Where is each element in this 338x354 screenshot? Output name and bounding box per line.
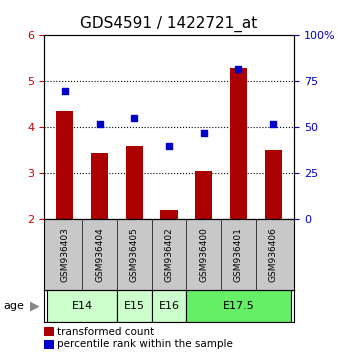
Bar [56, 111, 73, 219]
Point [201, 130, 207, 136]
Point [97, 121, 102, 127]
Text: GSM936405: GSM936405 [130, 227, 139, 282]
Bar [160, 210, 178, 219]
Text: GSM936406: GSM936406 [269, 227, 278, 282]
Bar [91, 153, 108, 219]
Text: E16: E16 [159, 301, 179, 311]
Text: E15: E15 [124, 301, 145, 311]
Text: age: age [3, 301, 24, 311]
Text: GSM936401: GSM936401 [234, 227, 243, 282]
Point [270, 121, 276, 127]
Text: GSM936400: GSM936400 [199, 227, 208, 282]
Point [236, 66, 241, 72]
Bar [195, 171, 212, 219]
Text: E17.5: E17.5 [223, 301, 255, 311]
Text: E14: E14 [72, 301, 93, 311]
Bar [186, 290, 291, 322]
Text: GSM936403: GSM936403 [60, 227, 69, 282]
Text: ▶: ▶ [30, 300, 40, 313]
Bar [230, 68, 247, 219]
Text: transformed count: transformed count [57, 327, 155, 337]
Text: GDS4591 / 1422721_at: GDS4591 / 1422721_at [80, 16, 258, 32]
Bar [117, 290, 152, 322]
Point [166, 143, 172, 149]
Text: GSM936404: GSM936404 [95, 228, 104, 282]
Bar [265, 150, 282, 219]
Bar [152, 290, 186, 322]
Point [131, 115, 137, 121]
Text: GSM936402: GSM936402 [165, 228, 173, 282]
Text: percentile rank within the sample: percentile rank within the sample [57, 339, 233, 349]
Point [62, 88, 68, 93]
Bar [47, 290, 117, 322]
Bar [126, 146, 143, 219]
